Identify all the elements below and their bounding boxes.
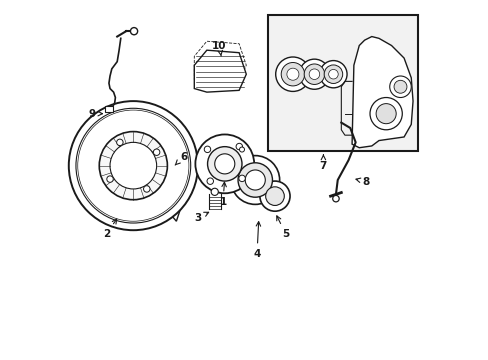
Circle shape: [211, 188, 218, 195]
Circle shape: [214, 154, 234, 174]
Circle shape: [304, 64, 324, 85]
Circle shape: [281, 63, 304, 86]
Circle shape: [195, 134, 254, 193]
Circle shape: [332, 195, 339, 202]
Circle shape: [106, 176, 113, 182]
Circle shape: [78, 110, 188, 221]
Circle shape: [130, 28, 137, 35]
Circle shape: [99, 132, 167, 200]
Polygon shape: [158, 125, 182, 221]
Text: 9: 9: [88, 109, 102, 119]
Circle shape: [275, 57, 309, 91]
Circle shape: [369, 98, 402, 130]
Polygon shape: [351, 37, 412, 148]
Text: 2: 2: [102, 219, 117, 239]
Circle shape: [110, 142, 156, 189]
Circle shape: [244, 170, 265, 190]
Text: 3: 3: [194, 212, 208, 222]
Circle shape: [328, 69, 338, 79]
Text: 1: 1: [219, 182, 226, 207]
Polygon shape: [194, 50, 246, 92]
Circle shape: [265, 187, 284, 206]
Bar: [105, 106, 113, 112]
Circle shape: [324, 65, 342, 84]
Circle shape: [207, 147, 242, 181]
Circle shape: [260, 181, 289, 211]
Circle shape: [308, 69, 319, 80]
Circle shape: [206, 178, 213, 184]
Circle shape: [143, 186, 150, 192]
Bar: [267, 15, 418, 151]
Circle shape: [393, 80, 406, 93]
Text: 6: 6: [175, 152, 187, 165]
Circle shape: [236, 143, 242, 150]
Text: 10: 10: [212, 41, 226, 56]
Circle shape: [239, 147, 244, 152]
Circle shape: [299, 59, 329, 89]
Circle shape: [117, 139, 123, 145]
Circle shape: [238, 163, 272, 197]
Text: 5: 5: [276, 216, 289, 239]
Circle shape: [389, 76, 410, 98]
Circle shape: [238, 175, 245, 181]
Text: 4: 4: [253, 222, 260, 258]
Text: 8: 8: [355, 177, 369, 187]
Circle shape: [69, 101, 198, 230]
Text: 7: 7: [319, 155, 326, 171]
Circle shape: [204, 146, 210, 153]
Circle shape: [319, 60, 346, 88]
Circle shape: [375, 104, 395, 124]
Circle shape: [76, 108, 190, 223]
Circle shape: [230, 156, 279, 204]
Circle shape: [286, 68, 298, 80]
Circle shape: [153, 149, 160, 156]
